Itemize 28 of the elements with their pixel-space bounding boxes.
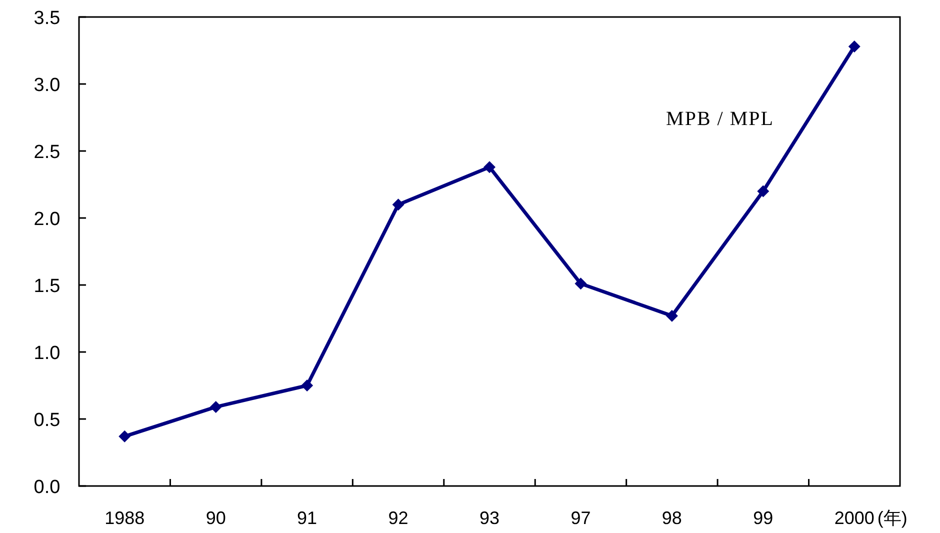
point: [574, 278, 587, 290]
x-tick-label: 97: [570, 508, 591, 528]
annotation: MPB / MPL: [666, 108, 774, 130]
x-axis-title: (年): [877, 508, 908, 528]
x-tick-label: 90: [206, 508, 226, 528]
x-tick-label: 91: [297, 508, 318, 528]
point: [301, 380, 314, 392]
y-tick-label: 0.5: [34, 410, 60, 431]
y-tick-label: 1.5: [34, 276, 60, 297]
point: [848, 40, 860, 52]
y-tick-label: 3.5: [34, 8, 60, 29]
point: [392, 198, 404, 211]
point: [484, 161, 496, 174]
x-tick-label: 93: [479, 508, 500, 528]
point: [666, 310, 678, 322]
point: [757, 185, 770, 198]
x-tick-label: 98: [662, 508, 682, 528]
x-tick-label: 1988: [104, 508, 145, 528]
y-tick-label: 0.0: [34, 477, 60, 498]
point: [118, 430, 131, 442]
y-tick-label: 2.5: [34, 142, 60, 163]
y-tick-label: 2.0: [34, 209, 60, 230]
x-tick-label: 2000: [834, 508, 874, 528]
x-tick-label: 99: [753, 508, 774, 528]
y-tick-label: 1.0: [34, 343, 60, 364]
point: [210, 400, 222, 413]
x-tick-label: 92: [388, 508, 408, 528]
y-tick-label: 3.0: [34, 75, 60, 96]
